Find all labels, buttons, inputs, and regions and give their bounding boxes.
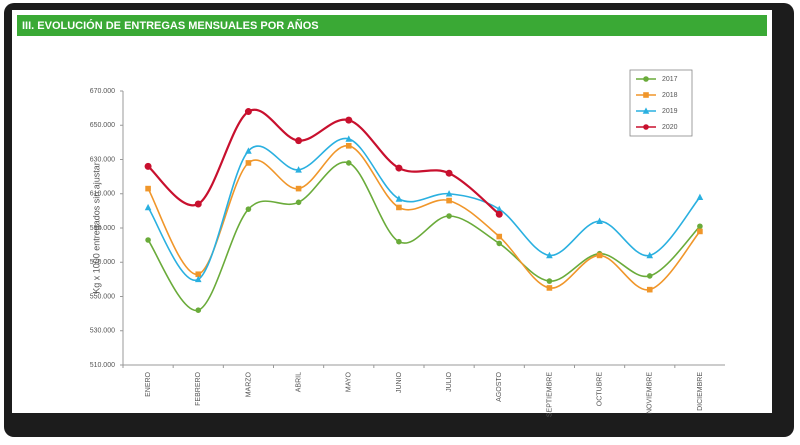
marker (446, 213, 452, 219)
legend-label: 2020 (662, 124, 678, 131)
y-tick-label: 650.000 (90, 122, 115, 129)
marker (646, 286, 653, 293)
marker (596, 252, 603, 259)
marker (643, 92, 649, 98)
marker (445, 169, 453, 177)
marker (145, 237, 151, 243)
marker (195, 307, 202, 314)
y-tick-label: 550.000 (90, 293, 115, 300)
y-tick-label: 590.000 (90, 225, 115, 232)
marker (145, 185, 151, 192)
x-tick-label: DICIEMBRE (697, 372, 704, 411)
marker (195, 271, 202, 278)
x-tick-label: MARZO (245, 371, 252, 397)
header-bar (17, 15, 767, 36)
legend-box (629, 69, 693, 137)
marker (245, 147, 252, 154)
marker (495, 210, 503, 218)
marker (496, 233, 503, 240)
y-tick-label: 630.000 (90, 156, 115, 163)
y-tick-label: 610.000 (90, 191, 115, 198)
marker (546, 285, 553, 291)
x-tick-label: FEBRERO (195, 371, 202, 405)
x-tick-label: AGOSTO (496, 371, 503, 401)
marker (295, 137, 303, 145)
marker (345, 135, 353, 142)
marker (345, 116, 353, 124)
marker (395, 195, 403, 202)
chart-title: III. EVOLUCIÓN DE ENTREGAS MENSUALES POR… (22, 19, 319, 32)
marker (646, 273, 653, 279)
marker (697, 223, 703, 230)
y-tick-label: 530.000 (90, 328, 115, 335)
marker (245, 206, 252, 212)
marker (144, 162, 152, 170)
marker (295, 166, 302, 173)
marker (144, 203, 152, 211)
marker (395, 164, 403, 172)
marker (495, 205, 503, 212)
x-tick-label: OCTUBRE (596, 372, 603, 407)
y-tick-label: 670.000 (90, 88, 115, 95)
y-tick-label: 510.000 (90, 362, 115, 369)
marker (546, 251, 553, 259)
marker (345, 160, 352, 166)
marker (446, 197, 452, 204)
x-tick-label: ENERO (145, 371, 152, 396)
marker (642, 107, 650, 114)
marker (546, 278, 553, 284)
marker (345, 143, 352, 149)
x-tick-label: NOVIEMBRE (647, 372, 654, 414)
x-tick-label: JUNIO (396, 371, 403, 393)
marker (643, 76, 649, 82)
series-line (147, 108, 500, 216)
legend-label: 2017 (662, 76, 678, 83)
marker (295, 185, 302, 192)
marker (445, 190, 453, 197)
marker (646, 251, 654, 259)
marker (396, 204, 402, 211)
marker (596, 217, 603, 224)
marker (396, 238, 402, 245)
marker (295, 199, 302, 206)
series-line (147, 144, 701, 291)
marker (245, 160, 252, 166)
marker (194, 200, 202, 208)
legend-label: 2019 (662, 108, 678, 115)
marker (194, 275, 202, 283)
marker (696, 193, 704, 200)
x-tick-label: SEPTIEMBRE (546, 372, 553, 417)
marker (697, 228, 703, 235)
y-tick-label: 570.000 (90, 259, 115, 266)
marker (244, 108, 252, 116)
marker (643, 124, 649, 130)
y-axis-label: Kg x 1000 entregados sin ajustar (91, 162, 101, 294)
x-tick-label: ABRIL (295, 372, 302, 392)
legend-label: 2018 (662, 92, 678, 99)
x-tick-label: MAYO (346, 371, 353, 392)
marker (496, 240, 503, 247)
x-tick-label: JULIO (446, 371, 453, 391)
